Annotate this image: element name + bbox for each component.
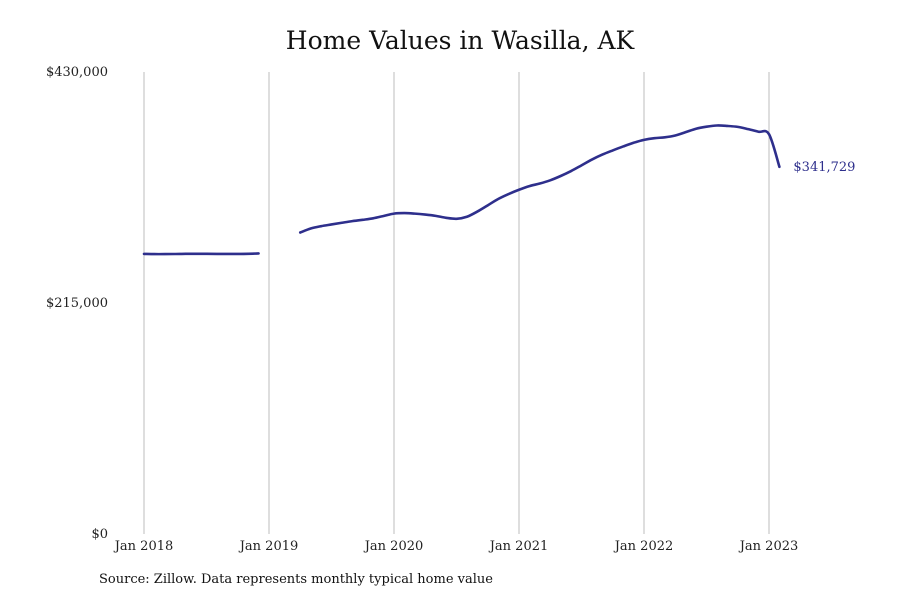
- series-segment: [142, 252, 260, 256]
- gridlines: [143, 72, 770, 534]
- end-value-label: $341,729: [793, 160, 855, 175]
- x-tick-label: Jan 2021: [488, 539, 549, 554]
- x-tick-label: Jan 2018: [113, 539, 174, 554]
- source-note: Source: Zillow. Data represents monthly …: [99, 572, 493, 587]
- y-tick-label: $215,000: [46, 296, 108, 311]
- x-tick-label: Jan 2022: [613, 539, 674, 554]
- series-segment: [298, 124, 781, 234]
- x-tick-label: Jan 2019: [238, 539, 299, 554]
- end-value-text: $341,729: [793, 160, 855, 175]
- series-line: [142, 124, 781, 256]
- chart-title: Home Values in Wasilla, AK: [285, 26, 635, 55]
- y-tick-label: $0: [91, 527, 108, 542]
- x-tick-label: Jan 2020: [363, 539, 424, 554]
- y-tick-label: $430,000: [46, 65, 108, 80]
- x-tick-label: Jan 2023: [738, 539, 799, 554]
- x-axis-ticks: Jan 2018 Jan 2019 Jan 2020 Jan 2021 Jan 2022…: [113, 539, 799, 554]
- y-axis-ticks: $0 $215,000 $430,000: [46, 65, 108, 542]
